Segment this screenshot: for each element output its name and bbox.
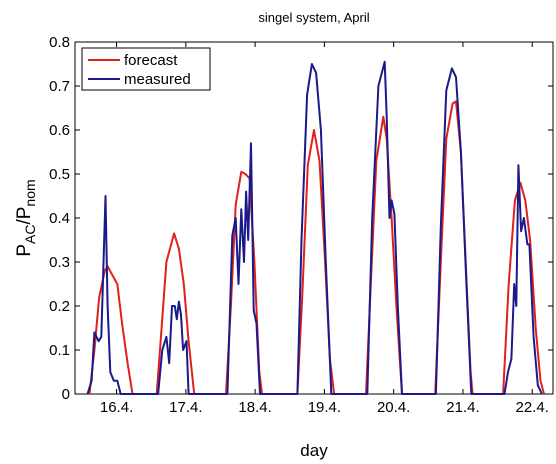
- y-tick-label: 0.5: [49, 166, 70, 183]
- x-tick-label: 17.4.: [169, 399, 202, 416]
- legend-label: forecast: [124, 52, 178, 69]
- x-tick-label: 22.4.: [516, 399, 549, 416]
- x-tick-label: 20.4.: [377, 399, 410, 416]
- y-tick-label: 0.7: [49, 78, 70, 95]
- y-tick-label: 0.1: [49, 342, 70, 359]
- y-label-sub: AC: [22, 225, 38, 244]
- y-tick-label: 0.3: [49, 254, 70, 271]
- plot-frame: [74, 41, 554, 395]
- legend-label: measured: [124, 71, 191, 88]
- x-tick-label: 19.4.: [308, 399, 341, 416]
- y-tick-label: 0.4: [49, 210, 70, 227]
- chart-title: singel system, April: [258, 10, 369, 25]
- y-tick-label: 0: [62, 386, 70, 403]
- series-line: [86, 60, 543, 395]
- y-tick-label: 0.8: [49, 34, 70, 51]
- legend-box: [81, 47, 211, 91]
- y-tick-label: 0.6: [49, 122, 70, 139]
- y-label-part: P: [14, 244, 35, 257]
- y-label-sub: nom: [22, 179, 38, 206]
- y-tick-label: 0.2: [49, 298, 70, 315]
- x-tick-label: 16.4.: [100, 399, 133, 416]
- x-tick-label: 21.4.: [446, 399, 479, 416]
- x-axis-label: day: [300, 441, 328, 460]
- x-tick-label: 18.4.: [238, 399, 271, 416]
- y-label-part: /P: [14, 207, 35, 225]
- y-axis-label: PAC/Pnom: [14, 179, 38, 256]
